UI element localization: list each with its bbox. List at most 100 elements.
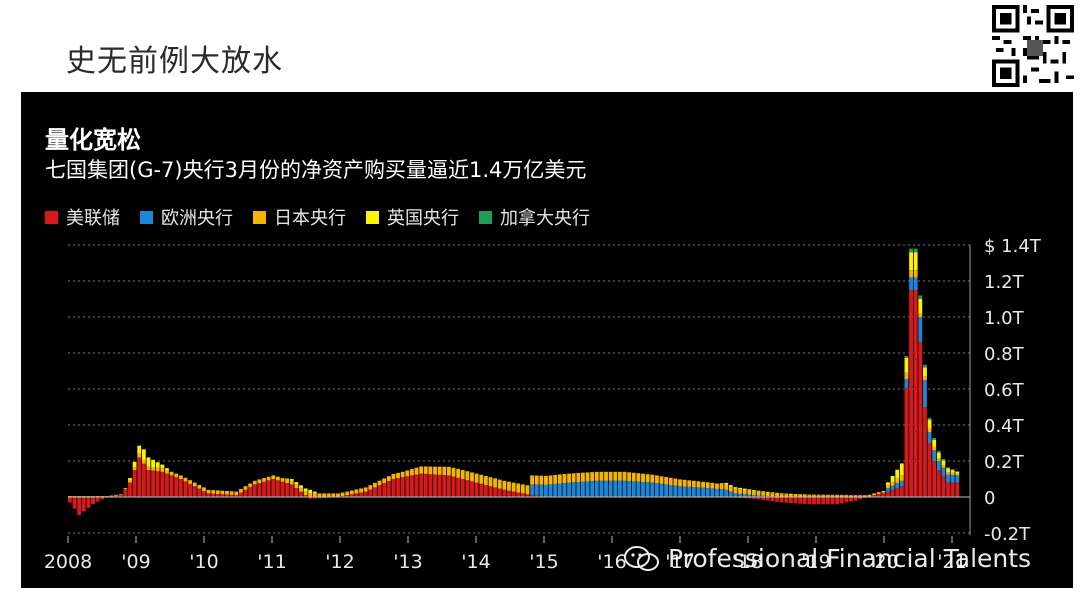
bar-segment (165, 470, 169, 474)
bar-segment (599, 471, 604, 481)
bar-segment (396, 472, 400, 479)
bar-segment (913, 248, 918, 253)
bar-segment (664, 477, 669, 485)
bar-segment (895, 483, 900, 488)
bar-segment (835, 495, 840, 497)
qr-code[interactable] (992, 5, 1074, 87)
bar-segment (853, 497, 858, 501)
bar-segment (562, 483, 567, 497)
legend-item-boe: 英国央行 (366, 204, 459, 230)
bar-segment (539, 475, 544, 485)
bar-segment (913, 290, 918, 497)
bar-segment (862, 495, 867, 497)
bar-segment (539, 484, 544, 497)
bar-segment (308, 489, 313, 494)
x-tick-label: '09 (121, 551, 150, 573)
bar-segment (137, 453, 142, 458)
bar-segment (835, 497, 840, 505)
bar-segment (802, 497, 807, 504)
bar-segment (715, 483, 719, 489)
bar-segment (788, 493, 793, 495)
bar-segment (631, 472, 636, 482)
bar-segment (756, 497, 761, 500)
bar-segment (275, 476, 280, 481)
bar-segment (950, 472, 955, 475)
bar-segment (520, 484, 525, 494)
bar-segment (308, 493, 313, 497)
bar-segment (137, 445, 142, 454)
bar-segment (289, 484, 294, 497)
bar-segment (419, 466, 424, 474)
bar-segment (442, 466, 447, 476)
bar-segment (391, 479, 396, 497)
bar-segment (502, 489, 507, 497)
bar-segment (483, 476, 488, 485)
bar-segment (936, 461, 941, 470)
bar-segment (414, 474, 419, 497)
bar-segment (169, 471, 174, 476)
bar-segment (724, 484, 729, 490)
chat-bubble-icon (624, 545, 659, 571)
bar-segment (359, 488, 363, 493)
bar-segment (659, 483, 664, 497)
bar-segment (423, 466, 428, 474)
bar-segment (622, 471, 627, 481)
bar-segment (627, 481, 632, 497)
bar-segment (530, 475, 534, 485)
bar-segment (710, 482, 715, 489)
bar-segment (562, 474, 567, 484)
bar-segment (377, 480, 382, 486)
bar-segment (793, 494, 798, 495)
bar-segment (243, 486, 248, 490)
bar-segment (946, 474, 950, 483)
bar-segment (631, 481, 636, 497)
bar-segment (72, 497, 77, 509)
bar-segment (225, 494, 229, 497)
bar-segment (872, 493, 877, 496)
bar-segment (955, 471, 960, 474)
slide-title: 史无前例大放水 (66, 44, 283, 79)
bar-segment (682, 486, 687, 497)
bar-segment (553, 483, 558, 497)
bar-segment (728, 485, 733, 487)
bar-segment (779, 497, 784, 503)
bar-segment (784, 497, 789, 503)
bar-segment (802, 495, 807, 497)
bar-segment (604, 480, 608, 497)
bar-segment (673, 478, 678, 486)
bar-segment (733, 488, 738, 494)
y-tick-label: 1.0T (984, 308, 1025, 329)
bar-segment (197, 485, 202, 489)
bar-segment (285, 478, 290, 480)
bar-segment (132, 461, 137, 468)
bar-segment (544, 475, 548, 485)
bar-segment (299, 485, 303, 488)
bar-segment (599, 480, 604, 497)
bar-segment (645, 474, 650, 483)
bar-segment (474, 473, 479, 483)
bar-segment (456, 477, 461, 497)
bar-segment (160, 464, 165, 469)
bar-segment (160, 471, 165, 497)
bar-segment (636, 473, 641, 482)
bar-segment (918, 299, 923, 314)
bar-segment (146, 470, 151, 497)
bar-segment (756, 495, 761, 497)
bar-segment (257, 479, 262, 484)
bar-segment (932, 446, 937, 451)
bar-segment (349, 490, 354, 495)
bar-segment (876, 492, 881, 494)
bar-segment (886, 491, 890, 497)
bar-segment (918, 313, 923, 317)
bar-segment (215, 494, 220, 497)
bar-segment (516, 483, 521, 493)
bar-segment (784, 493, 789, 495)
bar-segment (691, 480, 696, 488)
bar-segment (691, 487, 696, 497)
bar-segment (118, 495, 123, 497)
bar-segment (728, 486, 733, 492)
bar-segment (876, 494, 881, 497)
legend-item-fed: 美联储 (45, 204, 120, 230)
bar-segment (678, 479, 682, 487)
bar-segment (715, 488, 719, 497)
